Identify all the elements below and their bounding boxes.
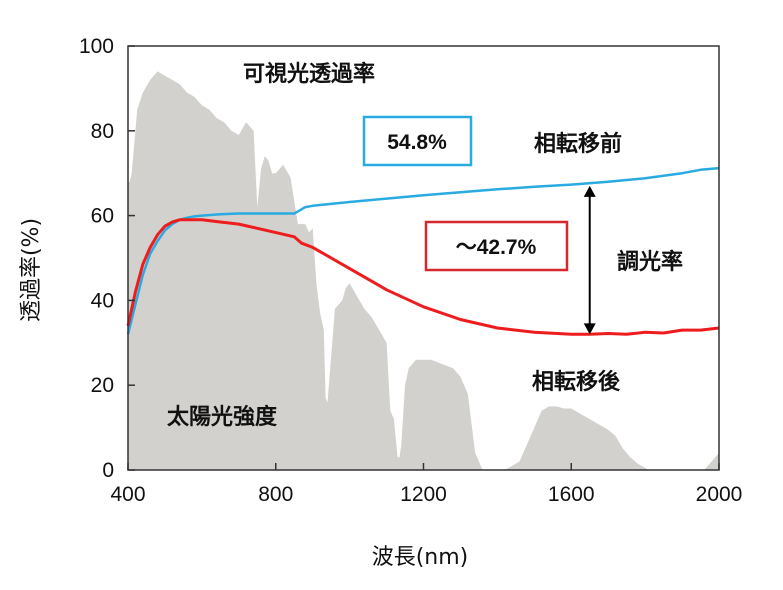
y-tick-label: 20 <box>91 374 114 397</box>
before-value-label: 54.8% <box>387 131 447 154</box>
modulation-arrow <box>583 185 596 335</box>
solar-intensity-area <box>128 71 719 471</box>
y-tick-label: 60 <box>91 205 114 228</box>
y-tick-label: 40 <box>91 289 114 312</box>
after-transition-line <box>126 218 720 336</box>
y-tick-label: 100 <box>79 35 114 58</box>
modulation-label: 調光率 <box>617 249 683 275</box>
after-value-box <box>424 220 569 272</box>
after-series-label: 相転移後 <box>532 369 621 395</box>
y-axis-title: 透過率(%) <box>19 218 44 322</box>
x-tick-label: 800 <box>258 483 293 506</box>
x-tick-label: 400 <box>110 483 145 506</box>
x-tick-label: 2000 <box>696 483 743 506</box>
before-value-box <box>362 115 473 167</box>
y-tick-label: 80 <box>91 120 114 143</box>
before-series-label: 相転移前 <box>534 131 622 157</box>
y-tick-label: 0 <box>102 459 114 482</box>
solar-area-layer <box>128 71 719 471</box>
before-transition-line <box>126 166 720 335</box>
x-tick-label: 1200 <box>400 483 447 506</box>
after-value-label: 〜42.7% <box>456 236 537 259</box>
arrow-head-up <box>583 185 596 197</box>
series-lines-layer <box>126 166 720 336</box>
tick-layer: 400 800 1200 1600 2000 0 20 40 60 80 100 <box>79 35 742 506</box>
visible-transmittance-title: 可視光透過率 <box>243 61 375 87</box>
arrow-head-down <box>583 323 596 335</box>
solar-intensity-label: 太陽光強度 <box>167 404 278 430</box>
x-axis-title: 波長(nm) <box>372 545 469 570</box>
x-tick-label: 1600 <box>548 483 595 506</box>
